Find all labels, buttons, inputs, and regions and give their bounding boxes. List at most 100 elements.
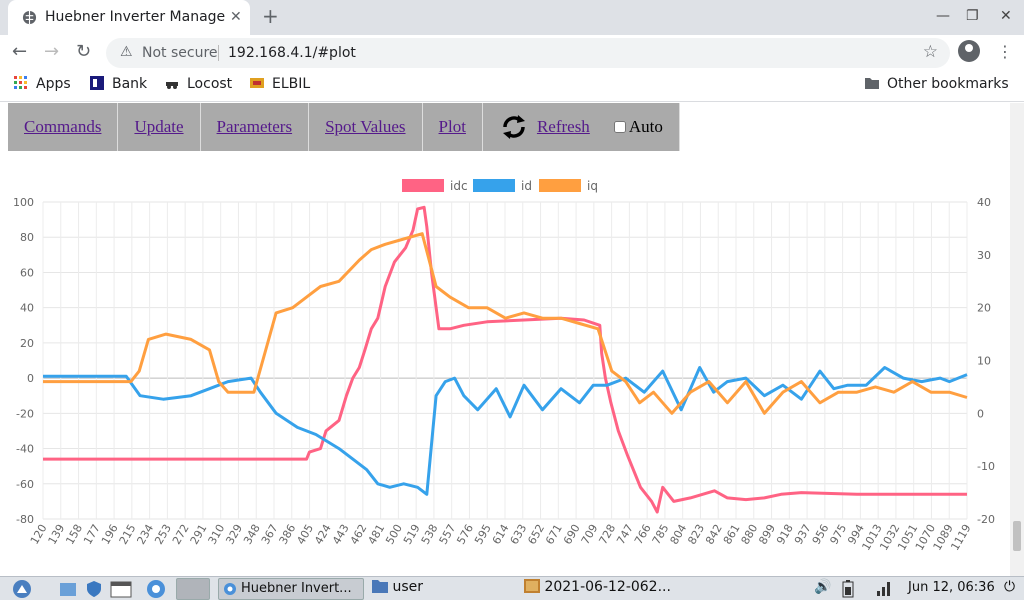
y-right-tick-label: 0 <box>977 407 984 420</box>
close-tab-icon[interactable]: ✕ <box>230 9 242 25</box>
globe-icon <box>22 10 37 25</box>
bookmark-label: Locost <box>187 76 233 92</box>
x-tick-label: 823 <box>685 522 707 547</box>
nav-link[interactable]: Parameters <box>216 117 293 136</box>
y-right-tick-label: -10 <box>977 460 995 473</box>
x-tick-label: 633 <box>508 522 530 547</box>
x-tick-label: 443 <box>330 522 352 547</box>
x-tick-label: 861 <box>721 522 743 547</box>
browser-toolbar: ← → ↻ ⚠ Not secure 192.168.4.1/#plot ☆ <box>0 35 1024 70</box>
restore-icon[interactable]: ❐ <box>966 8 979 24</box>
task-window-label: Huebner Invert... <box>241 581 352 596</box>
nav-item-parameters[interactable]: Parameters <box>201 103 310 151</box>
legend-swatch-iq <box>539 179 581 192</box>
series-line-idc <box>43 205 967 514</box>
nav-menu: Commands Update Parameters Spot Values P… <box>8 103 680 151</box>
warning-icon[interactable]: ⚠ <box>120 44 133 60</box>
task-window-browser[interactable]: Huebner Invert... <box>218 578 364 600</box>
scrollbar-thumb[interactable] <box>1013 521 1021 551</box>
reload-icon[interactable]: ↻ <box>76 41 92 62</box>
new-tab-button[interactable]: + <box>262 4 279 28</box>
y-left-tick-label: -20 <box>16 407 34 420</box>
elbil-icon <box>250 78 264 88</box>
window-icon[interactable] <box>110 579 132 599</box>
volume-icon[interactable]: 🔊 <box>814 579 832 595</box>
forward-icon[interactable]: → <box>44 41 60 62</box>
refresh-icon[interactable] <box>499 112 529 142</box>
series-line-iq <box>43 232 968 415</box>
nav-item-plot[interactable]: Plot <box>423 103 483 151</box>
y-right-tick-label: 40 <box>977 196 991 209</box>
nav-item-spot-values[interactable]: Spot Values <box>309 103 423 151</box>
x-tick-label: 253 <box>152 522 174 547</box>
legend-swatch-idc <box>402 179 444 192</box>
x-tick-label: 519 <box>401 522 423 547</box>
y-right-tick-label: -20 <box>977 513 995 526</box>
auto-checkbox[interactable] <box>613 121 626 133</box>
bookmark-star-icon[interactable]: ☆ <box>922 42 938 62</box>
other-bookmarks[interactable]: Other bookmarks <box>865 76 1009 92</box>
x-tick-label: 899 <box>756 522 778 547</box>
network-signal-icon[interactable] <box>876 579 892 599</box>
task-window-label: 2021-06-12-062... <box>544 579 671 595</box>
shield-icon[interactable] <box>84 579 104 599</box>
x-tick-label: 595 <box>472 522 494 547</box>
clock[interactable]: Jun 12, 06:36 <box>908 580 995 595</box>
nav-item-refresh[interactable]: Refresh Auto <box>483 103 680 151</box>
legend-label-id: id <box>521 179 532 193</box>
x-tick-label: 785 <box>650 522 672 547</box>
x-tick-label: 405 <box>294 522 316 547</box>
browser-tab[interactable]: Huebner Inverter Manage ✕ <box>8 0 250 35</box>
file-manager-icon[interactable] <box>58 579 78 599</box>
start-menu-icon[interactable] <box>12 579 32 599</box>
profile-avatar-icon[interactable] <box>958 40 980 62</box>
os-taskbar: Huebner Invert... user 2021-06-12-062...… <box>0 576 1024 600</box>
nav-link[interactable]: Commands <box>24 117 102 136</box>
bookmark-bank[interactable]: Bank <box>90 76 147 92</box>
bookmark-apps[interactable]: Apps <box>14 76 71 92</box>
y-right-tick-label: 30 <box>977 249 991 262</box>
bookmark-locost[interactable]: Locost <box>165 76 232 92</box>
apps-grid-icon <box>14 76 27 89</box>
bookmark-elbil[interactable]: ELBIL <box>250 76 310 92</box>
y-right-tick-label: 20 <box>977 302 991 315</box>
workspace-switcher[interactable] <box>176 578 210 600</box>
nav-link[interactable]: Update <box>134 117 184 136</box>
address-bar[interactable]: ⚠ Not secure 192.168.4.1/#plot ☆ <box>106 38 950 68</box>
task-window-label: user <box>392 579 423 595</box>
power-icon[interactable]: ⏻ <box>1004 579 1016 595</box>
x-tick-label: 766 <box>632 522 654 547</box>
auto-label: Auto <box>628 117 663 136</box>
bank-icon <box>90 76 104 90</box>
x-tick-label: 196 <box>99 522 121 547</box>
nav-item-commands[interactable]: Commands <box>8 103 119 151</box>
url-text[interactable]: 192.168.4.1/#plot <box>228 45 356 61</box>
chrome-icon[interactable] <box>146 579 166 599</box>
minimize-icon[interactable]: — <box>936 8 950 24</box>
nav-item-update[interactable]: Update <box>118 103 201 151</box>
kebab-menu-icon[interactable]: ⋮ <box>997 42 1013 61</box>
bookmarks-bar: Apps Bank Locost ELBIL Other bookmarks <box>0 70 1024 102</box>
task-window-user[interactable]: user <box>372 579 423 599</box>
battery-icon[interactable] <box>842 579 854 599</box>
close-window-icon[interactable]: ✕ <box>1000 8 1012 24</box>
task-window-image[interactable]: 2021-06-12-062... <box>524 579 671 599</box>
x-tick-label: 918 <box>774 522 796 547</box>
page-scrollbar[interactable] <box>1010 103 1024 576</box>
omnibox-separator <box>218 45 219 61</box>
chrome-icon <box>224 583 236 595</box>
bookmark-label: Bank <box>112 76 148 92</box>
y-left-tick-label: 80 <box>20 231 34 244</box>
x-tick-label: 557 <box>437 522 459 547</box>
x-tick-label: 367 <box>259 522 281 547</box>
x-tick-label: 481 <box>365 522 387 547</box>
nav-link[interactable]: Plot <box>438 117 466 136</box>
back-icon[interactable]: ← <box>12 41 28 62</box>
car-icon <box>166 82 178 89</box>
nav-link[interactable]: Spot Values <box>325 117 406 136</box>
x-tick-label: 329 <box>223 522 245 547</box>
y-left-tick-label: -60 <box>16 478 34 491</box>
refresh-link[interactable]: Refresh <box>536 117 590 136</box>
page-content: Commands Update Parameters Spot Values P… <box>0 103 1010 576</box>
x-tick-label: 709 <box>579 522 601 547</box>
